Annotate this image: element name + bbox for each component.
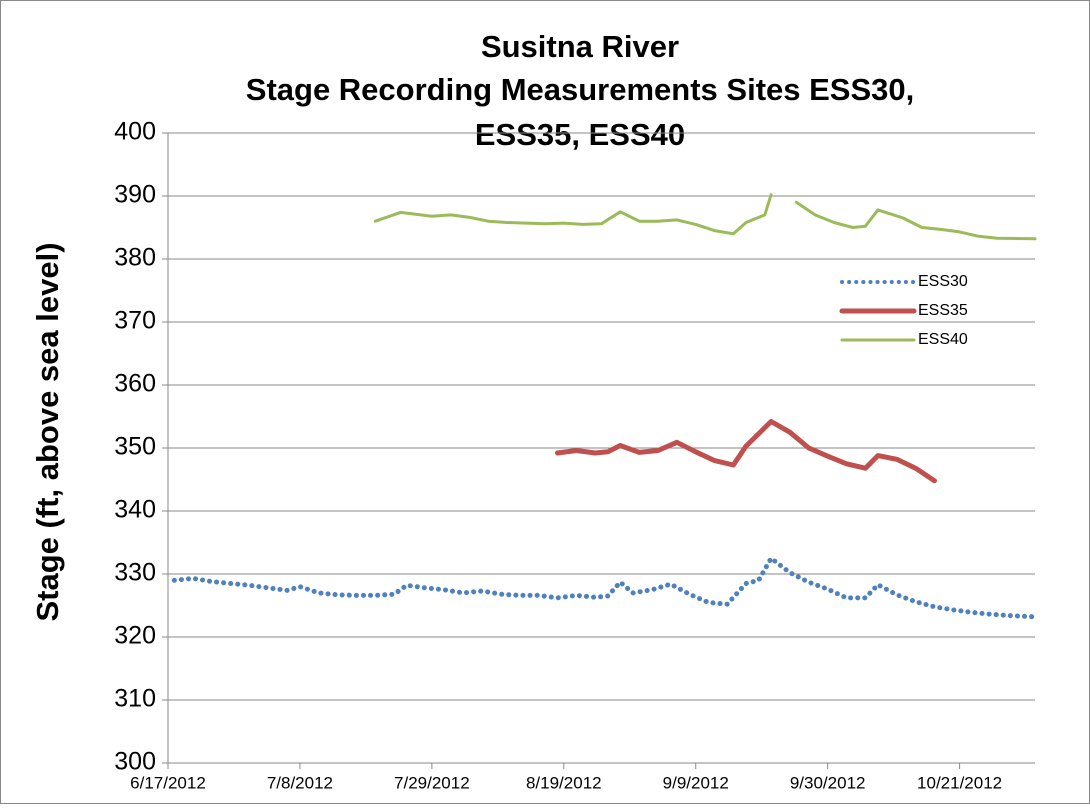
- y-tick-label: 390: [114, 181, 156, 209]
- y-tick-label: 310: [114, 685, 156, 713]
- legend-label: ESS40: [918, 331, 968, 348]
- y-tick-label: 380: [114, 244, 156, 272]
- y-tick-label: 350: [114, 433, 156, 461]
- series-line: [171, 555, 1038, 620]
- x-tick-label: 7/8/2012: [267, 773, 333, 792]
- x-tick-label: 8/19/2012: [526, 773, 602, 792]
- y-axis-label: Stage (ft, above sea level): [30, 242, 65, 621]
- series-line: [555, 419, 937, 484]
- y-tick-label: 320: [114, 622, 156, 650]
- y-tick-label: 400: [114, 118, 156, 146]
- x-tick-label: 10/21/2012: [917, 773, 1002, 792]
- y-tick-label: 330: [114, 559, 156, 587]
- series-line: [373, 193, 1037, 241]
- legend-label: ESS35: [918, 302, 968, 319]
- y-tick-label: 300: [114, 748, 156, 776]
- chart-title: ESS35, ESS40: [475, 117, 685, 152]
- legend-label: ESS30: [918, 273, 968, 290]
- x-tick-label: 9/30/2012: [790, 773, 866, 792]
- y-tick-label: 370: [114, 307, 156, 335]
- x-tick-label: 9/9/2012: [663, 773, 729, 792]
- chart-title: Susitna River: [481, 29, 679, 64]
- chart-title: Stage Recording Measurements Sites ESS30…: [246, 72, 914, 107]
- y-tick-label: 360: [114, 370, 156, 398]
- x-tick-label: 6/17/2012: [130, 773, 206, 792]
- y-tick-label: 340: [114, 496, 156, 524]
- x-tick-label: 7/29/2012: [394, 773, 470, 792]
